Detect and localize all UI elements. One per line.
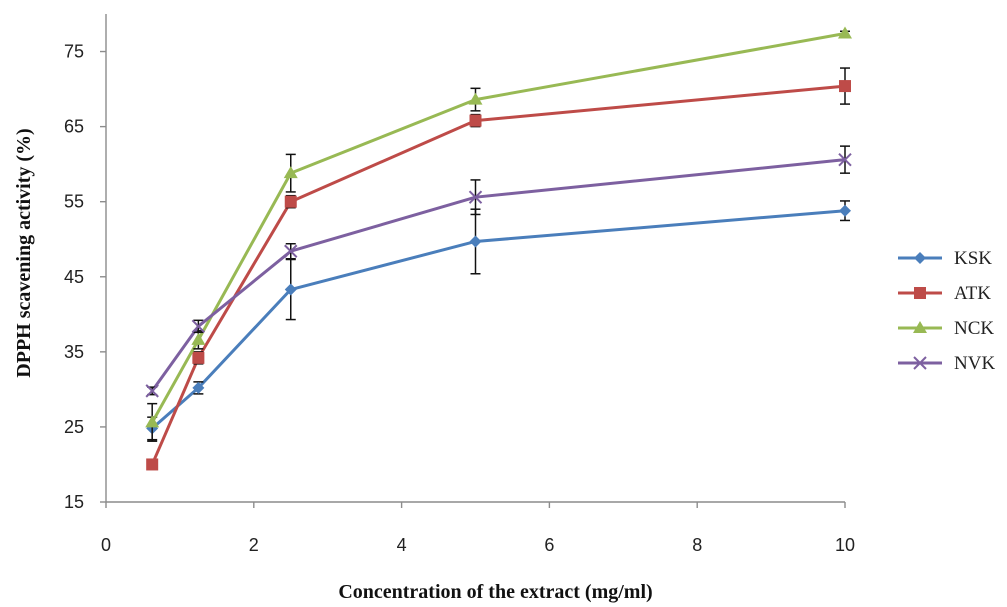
x-tick-label: 4 xyxy=(397,535,407,555)
data-point-nvk xyxy=(145,384,159,398)
data-point-nck xyxy=(145,415,160,428)
series-line-nck xyxy=(150,32,846,424)
data-point-atk xyxy=(284,195,297,208)
legend-item-nvk: NVK xyxy=(898,353,995,374)
y-tick-label: 65 xyxy=(64,117,84,137)
y-tick-label: 75 xyxy=(64,42,84,62)
series-layer xyxy=(145,26,852,471)
data-point-nck xyxy=(191,332,206,345)
data-point-nvk xyxy=(191,319,206,334)
y-tick-label: 55 xyxy=(64,192,84,212)
legend-item-nck: NCK xyxy=(898,318,994,339)
data-point-nvk xyxy=(284,244,298,258)
series-line-ksk xyxy=(151,209,846,430)
data-point-nvk xyxy=(468,190,483,204)
y-tick-label: 25 xyxy=(64,417,84,437)
legend-label-atk: ATK xyxy=(954,283,991,304)
data-point-nck xyxy=(283,166,298,179)
legend-marker-nck xyxy=(913,321,927,333)
legend-label-nvk: NVK xyxy=(954,353,995,374)
data-point-atk xyxy=(192,351,205,364)
y-tick-label: 35 xyxy=(64,342,84,362)
series-line-nvk xyxy=(150,158,846,392)
data-point-atk xyxy=(146,458,159,471)
legend-item-ksk: KSK xyxy=(898,248,992,269)
x-tick-label: 10 xyxy=(835,535,855,555)
data-point-nck xyxy=(468,92,483,105)
series-ksk xyxy=(146,200,851,441)
series-nvk xyxy=(145,145,852,398)
data-point-atk xyxy=(469,114,482,127)
data-point-ksk xyxy=(839,204,851,217)
x-axis-title: Concentration of the extract (mg/ml) xyxy=(338,581,652,603)
x-tick-label: 8 xyxy=(692,535,702,555)
legend: KSK ATK NCK NVK xyxy=(898,248,995,374)
data-point-nvk xyxy=(838,152,852,167)
y-tick-label: 45 xyxy=(64,267,84,287)
x-tick-label: 0 xyxy=(101,535,111,555)
series-atk xyxy=(146,67,851,471)
legend-marker-atk xyxy=(914,287,926,299)
y-tick-label: 15 xyxy=(64,492,84,512)
tick-labels: 15 25 35 45 55 65 75 0 2 4 6 8 10 xyxy=(64,42,855,555)
legend-marker-nvk xyxy=(913,356,927,370)
axes xyxy=(100,14,846,508)
legend-label-ksk: KSK xyxy=(954,248,992,269)
legend-item-atk: ATK xyxy=(898,283,991,304)
data-point-nck xyxy=(838,26,852,39)
series-line-atk xyxy=(150,84,846,466)
data-point-ksk xyxy=(192,381,205,394)
data-point-ksk xyxy=(469,235,482,248)
x-tick-label: 2 xyxy=(249,535,259,555)
data-point-ksk xyxy=(284,283,297,296)
data-point-atk xyxy=(839,80,851,93)
legend-marker-ksk xyxy=(914,252,926,264)
y-axis-title: DPPH scavening activity (%) xyxy=(13,128,35,377)
x-tick-label: 6 xyxy=(544,535,554,555)
series-nck xyxy=(145,26,852,442)
legend-label-nck: NCK xyxy=(954,318,994,339)
